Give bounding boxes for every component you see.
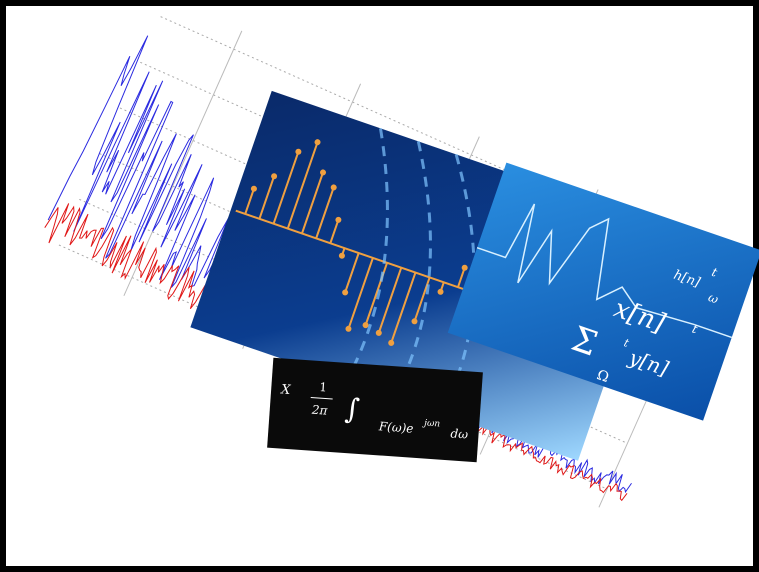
- stem-head: [295, 148, 302, 155]
- stem-head: [388, 339, 395, 346]
- stem: [258, 175, 276, 220]
- stem-head: [250, 185, 257, 192]
- stem: [286, 141, 319, 229]
- stem: [301, 172, 324, 234]
- stem-head: [319, 169, 326, 176]
- stem-head: [342, 289, 349, 296]
- formula-box: X 1 2π ∫ F(ω)e jωn dω: [267, 357, 483, 463]
- symbol: Ω: [595, 367, 611, 386]
- formula: dω: [450, 426, 469, 441]
- stem: [344, 252, 360, 293]
- stem-head: [461, 264, 468, 271]
- formula: X: [280, 382, 292, 398]
- stem: [390, 272, 417, 344]
- stem: [315, 187, 335, 239]
- stem-head: [411, 318, 418, 325]
- symbol: t: [622, 336, 631, 350]
- stem-head: [362, 322, 369, 329]
- stem-head: [375, 329, 382, 336]
- stem-plot: [235, 139, 473, 346]
- stem-head: [314, 139, 321, 146]
- stem-head: [345, 325, 352, 332]
- formula: F(ω)e: [377, 419, 413, 435]
- stem-head: [271, 173, 278, 180]
- stem-head: [437, 288, 444, 295]
- stem-head: [335, 216, 342, 223]
- axis: [235, 209, 473, 294]
- stem: [377, 267, 403, 334]
- stem: [457, 267, 466, 288]
- formula: 1: [319, 380, 328, 394]
- stem-head: [330, 184, 337, 191]
- formula: ∫: [344, 392, 361, 426]
- formula: 2π: [310, 403, 329, 418]
- blue-panel: x[n] h[n] y[n] Σ Ω t ω t t: [447, 162, 759, 421]
- stem: [347, 257, 374, 330]
- formula: jωn: [422, 418, 441, 429]
- symbol: t: [710, 265, 719, 280]
- stem: [244, 188, 255, 215]
- symbol: t: [690, 322, 699, 337]
- symbol: ω: [706, 290, 720, 306]
- stem-head: [338, 252, 345, 259]
- stem: [329, 219, 340, 244]
- stem: [272, 151, 300, 225]
